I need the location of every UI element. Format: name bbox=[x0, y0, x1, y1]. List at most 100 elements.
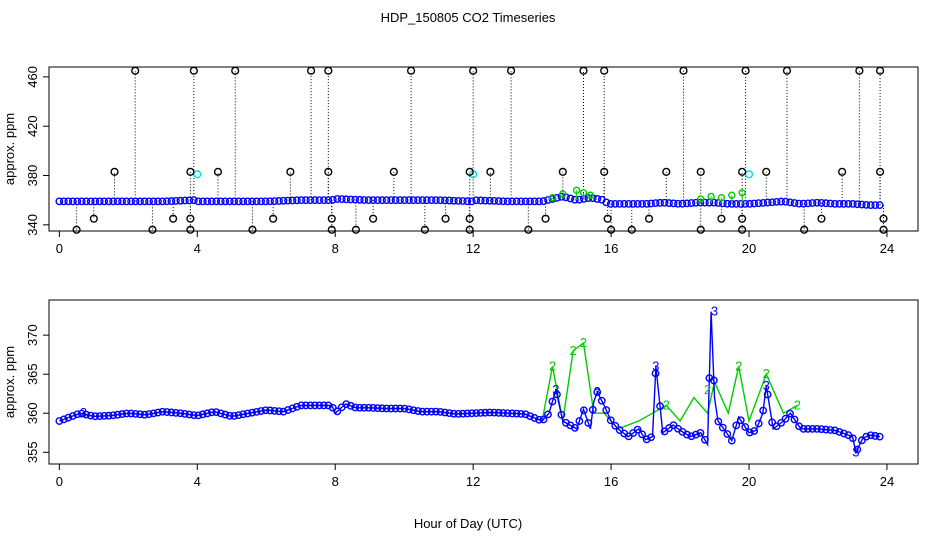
baseline-point bbox=[683, 199, 691, 208]
spike-point bbox=[696, 225, 705, 234]
baseline-point bbox=[750, 199, 759, 208]
green-point bbox=[707, 192, 715, 201]
baseline-point bbox=[207, 197, 216, 206]
baseline-point bbox=[185, 196, 194, 205]
baseline-point bbox=[279, 196, 288, 205]
spike-point bbox=[541, 214, 550, 223]
baseline-point bbox=[234, 197, 243, 206]
baseline-point bbox=[553, 193, 561, 202]
top-plot-frame bbox=[48, 66, 919, 232]
baseline-point bbox=[467, 197, 476, 206]
series-3-point bbox=[440, 408, 449, 417]
series-3-point bbox=[570, 423, 579, 432]
series-3-point bbox=[77, 409, 86, 418]
series-3-point bbox=[364, 403, 373, 412]
baseline-point bbox=[391, 196, 400, 205]
baseline-point bbox=[754, 199, 763, 208]
spike-point bbox=[662, 167, 671, 176]
series-3-point bbox=[651, 369, 660, 378]
y-tick-label: 355 bbox=[25, 441, 40, 463]
baseline-point bbox=[692, 198, 700, 207]
baseline-point bbox=[615, 199, 624, 208]
baseline-point bbox=[154, 197, 162, 206]
series-3-point bbox=[862, 432, 871, 441]
series-2-marker: 2 bbox=[704, 382, 711, 397]
x-tick-label: 8 bbox=[332, 474, 339, 489]
series-2-marker: 2 bbox=[549, 358, 556, 373]
baseline-point bbox=[606, 199, 615, 208]
series-3-point bbox=[279, 407, 288, 416]
x-tick-label: 24 bbox=[880, 241, 894, 256]
baseline-point bbox=[777, 197, 785, 206]
spike-point bbox=[524, 225, 533, 234]
series-3-point bbox=[414, 407, 422, 415]
series-3-point bbox=[606, 416, 615, 425]
y-tick-label: 380 bbox=[25, 165, 40, 187]
baseline-point bbox=[387, 196, 395, 205]
baseline-point bbox=[772, 197, 781, 206]
baseline-point bbox=[660, 198, 669, 207]
green-point bbox=[717, 194, 726, 202]
y-tick-label: 360 bbox=[25, 402, 40, 424]
series-3-point bbox=[387, 404, 395, 413]
x-tick-label: 8 bbox=[332, 241, 339, 256]
series-3-point bbox=[122, 409, 131, 418]
spike-point bbox=[213, 167, 223, 176]
series-3-point bbox=[768, 418, 777, 427]
baseline-point bbox=[624, 199, 633, 208]
spike-point bbox=[327, 214, 336, 223]
baseline-point bbox=[620, 199, 629, 208]
series-2-marker: 2 bbox=[580, 335, 587, 350]
series-3-point bbox=[490, 408, 499, 417]
x-tick-label: 4 bbox=[194, 241, 201, 256]
series-3-point bbox=[777, 418, 785, 427]
series-3-point bbox=[55, 417, 64, 425]
series-3-point bbox=[548, 397, 557, 406]
baseline-point bbox=[378, 196, 387, 205]
series-3-point bbox=[212, 408, 221, 417]
baseline-point bbox=[490, 197, 499, 205]
spike-point bbox=[406, 66, 416, 75]
series-3-point bbox=[553, 390, 561, 399]
series-3-point bbox=[745, 428, 754, 437]
bottom-y-axis-label: approx. ppm bbox=[2, 346, 17, 418]
baseline-point bbox=[830, 199, 839, 208]
green-point bbox=[579, 189, 588, 197]
baseline-point bbox=[432, 196, 440, 205]
baseline-point bbox=[293, 196, 301, 205]
spike-point bbox=[600, 66, 609, 75]
top-y-axis-label: approx. ppm bbox=[2, 113, 17, 185]
series-3-point bbox=[319, 401, 328, 410]
baseline-point bbox=[86, 197, 95, 206]
baseline-point bbox=[131, 197, 140, 206]
series-3-point bbox=[127, 409, 135, 418]
baseline-point bbox=[328, 195, 337, 204]
baseline-point bbox=[194, 197, 203, 206]
series-3-point bbox=[503, 409, 512, 418]
spike-point bbox=[169, 214, 178, 223]
series-3-marker: 3 bbox=[711, 304, 718, 319]
series-3-point bbox=[463, 409, 472, 418]
series-3-point bbox=[848, 434, 857, 443]
series-3-point bbox=[723, 430, 732, 438]
spike-point bbox=[110, 167, 119, 176]
baseline-point bbox=[409, 196, 418, 205]
series-3-point bbox=[243, 409, 252, 418]
baseline-point bbox=[875, 201, 884, 210]
baseline-point bbox=[494, 197, 503, 205]
series-3-point bbox=[230, 412, 239, 420]
series-3-point bbox=[198, 410, 207, 419]
baseline-point bbox=[252, 197, 261, 206]
baseline-point bbox=[611, 199, 620, 208]
series-3-point bbox=[781, 414, 790, 423]
series-3-point bbox=[517, 409, 525, 418]
baseline-point bbox=[503, 197, 512, 206]
baseline-point bbox=[602, 198, 611, 207]
series-3-point bbox=[853, 445, 862, 454]
x-axis-label: Hour of Day (UTC) bbox=[414, 516, 522, 531]
baseline-point bbox=[109, 197, 118, 206]
green-point bbox=[738, 189, 746, 197]
baseline-point bbox=[189, 196, 198, 205]
series-3-point bbox=[808, 424, 817, 433]
